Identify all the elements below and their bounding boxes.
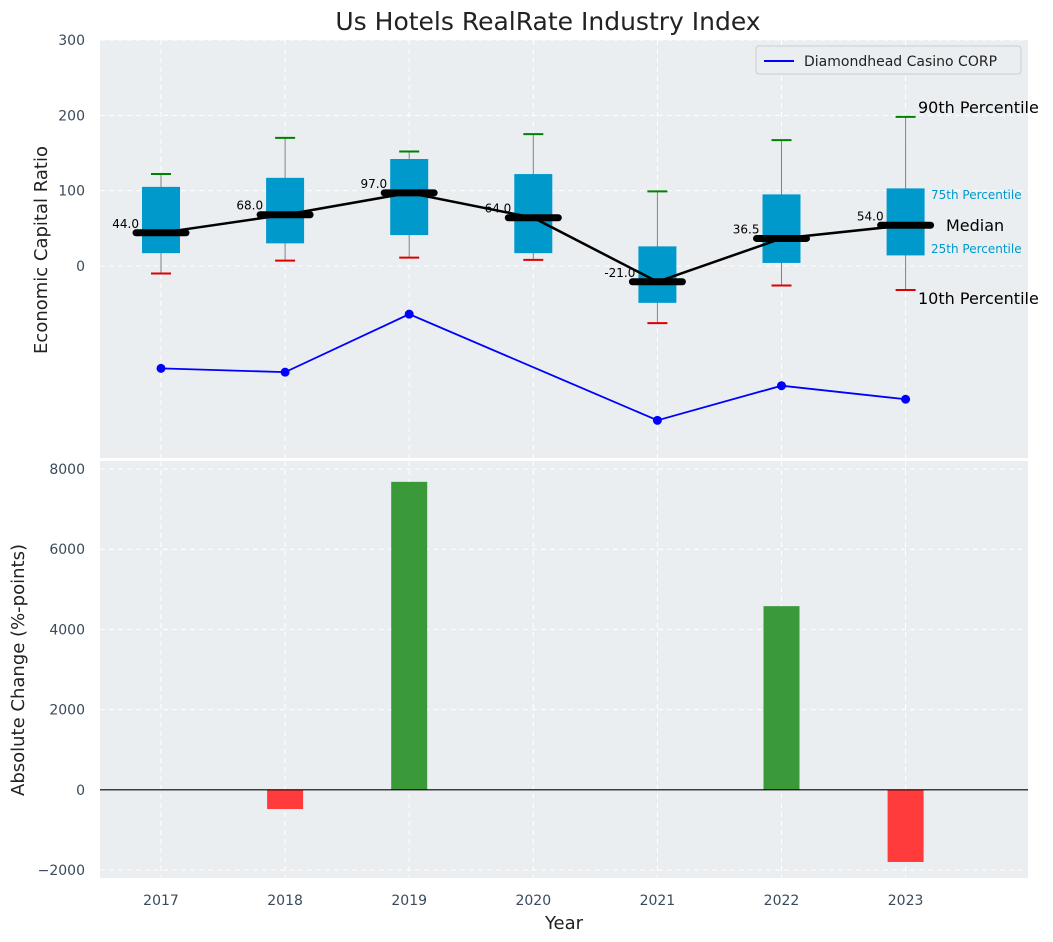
change-bar xyxy=(763,606,800,790)
median-value-label: 36.5 xyxy=(733,222,760,236)
bottom-y-tick-label: 2000 xyxy=(49,703,85,719)
company-point xyxy=(156,363,166,373)
median-value-label: 54.0 xyxy=(857,209,884,223)
company-line xyxy=(160,313,906,422)
top-plot-area xyxy=(100,40,1028,458)
x-axis-label: Year xyxy=(544,913,584,934)
iqr-box xyxy=(514,174,553,254)
median-value-label: 44.0 xyxy=(112,217,139,231)
company-point xyxy=(280,367,290,377)
top-y-tick-label: 200 xyxy=(58,108,85,124)
company-point xyxy=(777,381,786,391)
bottom-y-tick-label: 0 xyxy=(76,783,85,799)
change-bar xyxy=(391,481,428,790)
chart-title: Us Hotels RealRate Industry Index xyxy=(335,7,760,36)
x-tick-label: 2017 xyxy=(143,893,179,909)
top-y-tick-label: 0 xyxy=(76,259,85,275)
legend-box xyxy=(755,45,1022,75)
top-y-tick-labels: 0 100 200 300 xyxy=(58,33,85,275)
x-tick-label: 2022 xyxy=(764,893,800,909)
bottom-y-tick-label: −2000 xyxy=(38,863,85,879)
box-plot-group: 44.0 68.0 97.0 64.0 -21.0 36.5 54.0 xyxy=(112,115,935,325)
annotation-p10: 10th Percentile xyxy=(918,289,1039,308)
iqr-box xyxy=(762,194,801,263)
bottom-plot-area xyxy=(100,461,1028,878)
x-tick-label: 2019 xyxy=(391,893,427,909)
bottom-y-tick-label: 6000 xyxy=(49,542,85,558)
change-bar xyxy=(887,789,924,862)
top-y-tick-label: 300 xyxy=(58,33,85,49)
change-bars xyxy=(267,481,924,862)
x-tick-labels: 2017 2018 2019 2020 2021 2022 2023 xyxy=(143,893,923,909)
annotation-p90: 90th Percentile xyxy=(918,98,1039,117)
iqr-box xyxy=(266,177,305,244)
x-tick-label: 2023 xyxy=(888,893,924,909)
x-tick-label: 2021 xyxy=(640,893,676,909)
annotation-q1: 25th Percentile xyxy=(931,242,1022,256)
legend-label: Diamondhead Casino CORP xyxy=(804,54,997,70)
median-value-label: -21.0 xyxy=(604,266,635,280)
median-value-label: 64.0 xyxy=(485,202,512,216)
top-y-axis-label: Economic Capital Ratio xyxy=(31,146,52,354)
iqr-box xyxy=(390,158,429,236)
top-y-tick-label: 100 xyxy=(58,184,85,200)
median-value-label: 97.0 xyxy=(360,177,387,191)
bottom-y-axis-label: Absolute Change (%-points) xyxy=(8,544,29,796)
percentile-annotations: 90th Percentile 75th Percentile Median 2… xyxy=(918,98,1039,308)
iqr-box xyxy=(142,186,180,254)
change-bar xyxy=(267,789,304,810)
company-point xyxy=(901,394,911,404)
bottom-y-tick-label: 8000 xyxy=(49,462,85,478)
annotation-q3: 75th Percentile xyxy=(931,188,1022,202)
median-value-label: 68.0 xyxy=(236,199,263,213)
company-series xyxy=(156,309,911,425)
bottom-y-tick-label: 4000 xyxy=(49,622,85,638)
bottom-y-tick-labels: −2000 0 2000 4000 6000 8000 xyxy=(38,462,85,879)
company-point xyxy=(652,415,662,425)
annotation-median: Median xyxy=(946,216,1004,235)
x-tick-label: 2018 xyxy=(267,893,303,909)
legend: Diamondhead Casino CORP xyxy=(755,45,1022,75)
x-tick-label: 2020 xyxy=(515,893,551,909)
company-point xyxy=(404,309,414,319)
